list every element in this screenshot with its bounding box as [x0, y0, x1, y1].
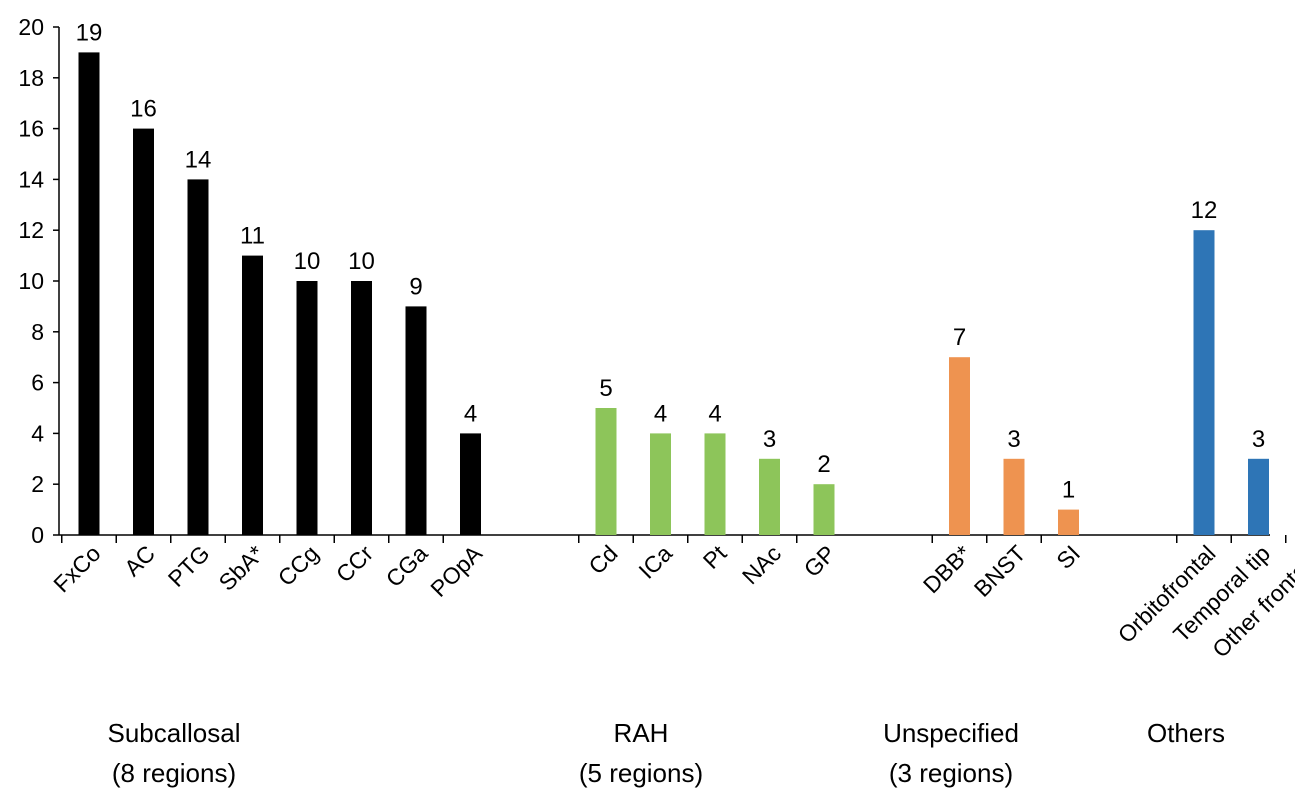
y-tick-label: 20	[18, 14, 44, 40]
bar-gp	[813, 484, 835, 535]
y-tick-label: 12	[18, 217, 44, 243]
data-label: 7	[953, 324, 966, 351]
bar-ccr	[351, 281, 372, 535]
y-tick-label: 6	[31, 370, 44, 396]
group-label: Others	[1147, 718, 1225, 748]
data-label: 2	[817, 451, 830, 478]
bar-ptg	[187, 179, 209, 535]
data-label: 11	[240, 223, 265, 250]
data-label: 12	[1191, 197, 1218, 224]
bar-orbitofrontal	[1193, 230, 1215, 535]
y-tick-label: 16	[18, 116, 44, 142]
data-label: 5	[599, 375, 612, 402]
category-label: POpA	[425, 540, 487, 602]
y-tick-label: 2	[31, 471, 44, 497]
y-tick-label: 4	[31, 420, 44, 446]
y-tick-label: 10	[18, 268, 44, 294]
data-label: 10	[348, 248, 375, 275]
bar-nac	[759, 458, 780, 535]
category-label: FxCo	[48, 540, 105, 597]
bar-ica	[650, 433, 671, 535]
group-sublabel: (8 regions)	[112, 758, 236, 788]
bar-dbb-	[949, 357, 970, 535]
y-tick-label: 0	[31, 522, 44, 548]
data-label: 4	[464, 400, 477, 427]
bar-ccg	[296, 281, 318, 535]
data-label: 4	[654, 400, 667, 427]
category-label: DBB*	[918, 540, 976, 598]
y-tick-label: 8	[31, 319, 44, 345]
category-label: SI	[1051, 540, 1085, 574]
group-sublabel: (5 regions)	[579, 758, 703, 788]
category-label: CCr	[331, 540, 379, 588]
category-label: Cd	[583, 540, 622, 579]
data-label: 3	[763, 426, 776, 453]
category-label: AC	[119, 540, 160, 581]
bar-temporal-tip	[1248, 458, 1269, 535]
category-label: NAc	[737, 540, 786, 589]
group-label: Subcallosal	[108, 718, 241, 748]
group-label: Unspecified	[883, 718, 1019, 748]
bar-pt	[704, 433, 726, 535]
y-tick-label: 14	[18, 166, 44, 192]
category-label: BNST	[969, 540, 1031, 602]
data-label: 9	[409, 273, 422, 300]
bar-bnst	[1003, 458, 1025, 535]
category-label: PTG	[163, 540, 215, 592]
bar-cd	[595, 408, 617, 535]
data-label: 16	[130, 96, 157, 123]
bar-si	[1058, 509, 1079, 535]
category-label: Pt	[698, 540, 732, 574]
data-label: 3	[1252, 426, 1265, 453]
bar-sba-	[242, 255, 263, 535]
category-label: SbA*	[214, 540, 269, 595]
category-label: GP	[799, 540, 841, 582]
group-sublabel: (3 regions)	[889, 758, 1013, 788]
data-label: 14	[185, 146, 212, 173]
bar-popa	[460, 433, 481, 535]
data-label: 1	[1062, 477, 1075, 504]
y-tick-label: 18	[18, 65, 44, 91]
data-label: 19	[76, 19, 103, 46]
bar-fxco	[78, 52, 100, 536]
group-label: RAH	[614, 718, 669, 748]
data-label: 3	[1007, 426, 1020, 453]
bar-ac	[133, 128, 154, 535]
category-label: ICa	[633, 540, 677, 584]
data-label: 10	[294, 248, 321, 275]
data-label: 4	[708, 400, 721, 427]
category-label: CCg	[273, 540, 324, 591]
bar-cga	[405, 306, 427, 535]
